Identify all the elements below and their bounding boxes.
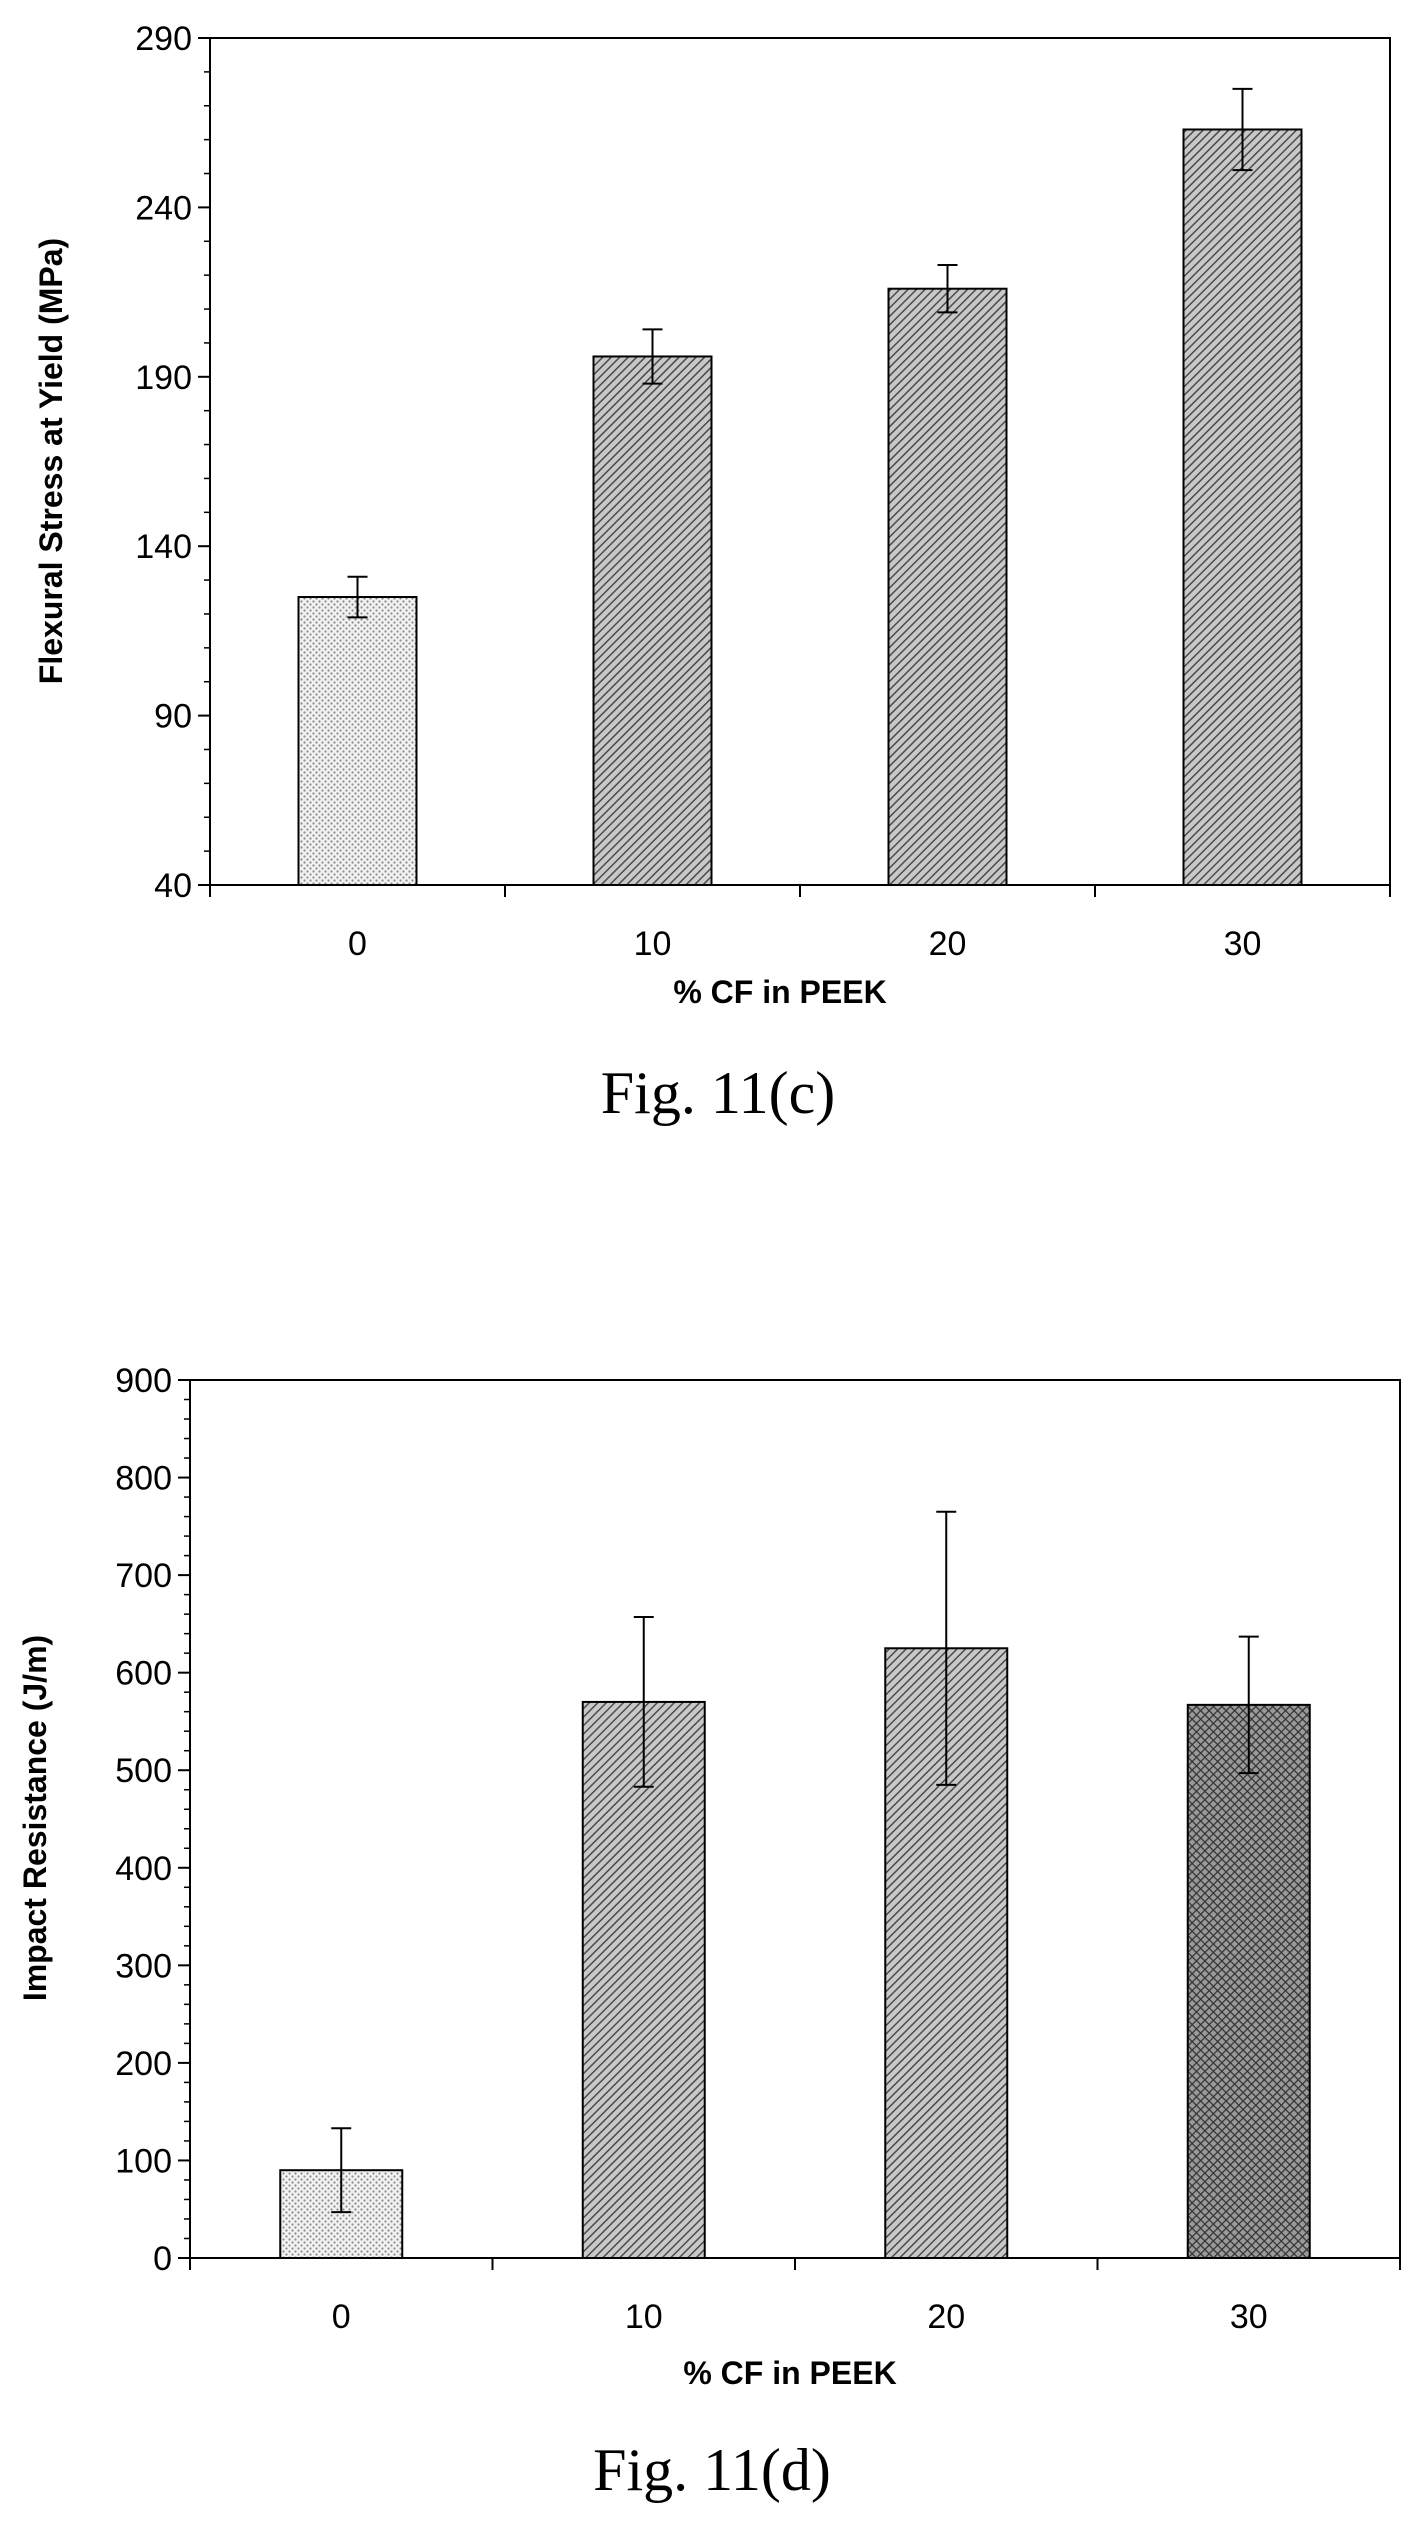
- chart-flexural-stress: 0 10 20 30 40 90 140 190 240 290 % CF in PEEK Fl…: [33, 20, 1391, 1126]
- x-tick-labels: 0 10 20 30: [348, 925, 1261, 963]
- y-axis-title: Impact Resistance (J/m): [17, 1635, 53, 2001]
- y-tick-labels: 40 90 140 190 240 290: [135, 20, 192, 905]
- x-tick-label: 20: [929, 925, 967, 963]
- x-tick-labels: 0 10 20 30: [332, 2298, 1268, 2336]
- x-tick-label: 0: [332, 2298, 351, 2336]
- x-tick-label: 10: [634, 925, 672, 963]
- x-axis-title: % CF in PEEK: [683, 2355, 896, 2391]
- y-tick-label: 700: [115, 1557, 172, 1595]
- y-tick-label: 90: [154, 698, 192, 736]
- x-axis-title: % CF in PEEK: [673, 974, 886, 1010]
- y-tick-label: 600: [115, 1655, 172, 1693]
- x-axis-ticks: [209, 885, 1391, 897]
- x-tick-label: 30: [1224, 925, 1262, 963]
- y-axis-ticks: [198, 37, 210, 886]
- x-tick-label: 0: [348, 925, 367, 963]
- x-tick-label: 20: [927, 2298, 965, 2336]
- bar: [887, 287, 1008, 887]
- x-tick-label: 30: [1230, 2298, 1268, 2336]
- figure-caption: Fig. 11(d): [593, 2437, 831, 2503]
- y-tick-label: 900: [115, 1362, 172, 1400]
- bar: [1182, 128, 1303, 886]
- y-tick-label: 200: [115, 2045, 172, 2083]
- y-tick-label: 800: [115, 1460, 172, 1498]
- y-tick-label: 300: [115, 1947, 172, 1985]
- x-tick-label: 10: [625, 2298, 663, 2336]
- chart-impact-resistance: 0 10 20 30 0 100 200 300 400 500 600 700 800 900 % C…: [17, 1362, 1401, 2503]
- y-tick-label: 290: [135, 20, 192, 58]
- y-tick-labels: 0 100 200 300 400 500 600 700 800 900: [115, 1362, 172, 2278]
- y-tick-label: 0: [153, 2240, 172, 2278]
- y-axis-title: Flexural Stress at Yield (MPa): [33, 238, 69, 684]
- bar-series: [297, 128, 1303, 887]
- bar: [1186, 1703, 1311, 2259]
- bar-series: [279, 1647, 1311, 2260]
- bar: [592, 355, 713, 886]
- y-tick-label: 190: [135, 359, 192, 397]
- bar: [297, 596, 418, 887]
- y-axis-ticks: [178, 1379, 190, 2259]
- error-bars: [331, 1510, 1259, 2214]
- figure-caption: Fig. 11(c): [601, 1060, 835, 1126]
- y-tick-label: 40: [154, 867, 192, 905]
- x-axis-ticks: [189, 2258, 1401, 2270]
- bar: [581, 1700, 706, 2259]
- y-tick-label: 140: [135, 528, 192, 566]
- y-tick-label: 240: [135, 189, 192, 227]
- error-bars: [347, 87, 1253, 619]
- y-tick-label: 400: [115, 1850, 172, 1888]
- y-tick-label: 100: [115, 2142, 172, 2180]
- y-tick-label: 500: [115, 1752, 172, 1790]
